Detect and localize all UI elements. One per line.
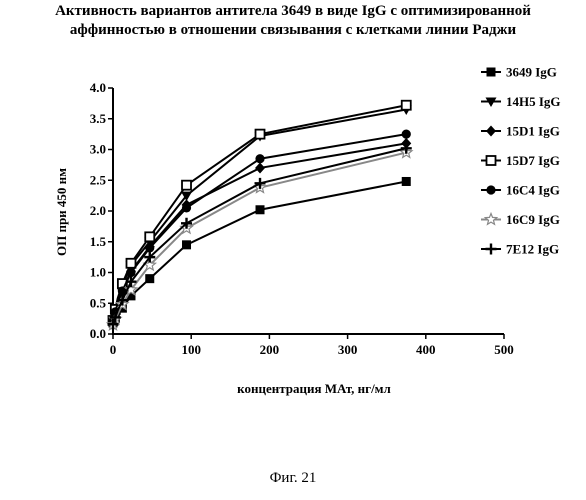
x-tick-label: 200 bbox=[260, 342, 280, 357]
legend-marker bbox=[486, 126, 496, 137]
legend-label: 15D7 IgG bbox=[506, 153, 560, 168]
y-tick-label: 1.5 bbox=[90, 234, 107, 249]
y-tick-label: 2.0 bbox=[90, 203, 106, 218]
data-point bbox=[255, 154, 264, 163]
data-point bbox=[402, 177, 411, 186]
x-axis-label: концентрация МАт, нг/мл bbox=[237, 381, 391, 396]
data-point bbox=[256, 130, 265, 139]
data-point bbox=[182, 203, 191, 212]
data-point bbox=[255, 162, 265, 173]
legend-marker bbox=[485, 214, 496, 225]
y-tick-label: 1.0 bbox=[90, 265, 106, 280]
legend-marker bbox=[486, 185, 495, 194]
x-tick-label: 300 bbox=[338, 342, 358, 357]
y-tick-label: 3.0 bbox=[90, 142, 106, 157]
y-tick-label: 0.5 bbox=[90, 295, 107, 310]
legend-marker bbox=[487, 156, 496, 165]
x-tick-label: 500 bbox=[494, 342, 514, 357]
series-line bbox=[113, 181, 406, 322]
legend-item: 16C4 IgG bbox=[481, 183, 560, 198]
series-line bbox=[113, 148, 406, 324]
data-point bbox=[126, 259, 135, 268]
data-point bbox=[182, 240, 191, 249]
x-tick-label: 400 bbox=[416, 342, 436, 357]
legend-item: 3649 IgG bbox=[481, 65, 557, 80]
y-tick-label: 2.5 bbox=[90, 172, 107, 187]
y-tick-label: 3.5 bbox=[90, 111, 107, 126]
x-tick-label: 100 bbox=[181, 342, 201, 357]
line-chart: 0.0 0.5 1.0 1.5 2.0 2.5 3.0 3.5 4.0 0 100 200 300 400… bbox=[0, 0, 586, 460]
legend-item: 14H5 IgG bbox=[481, 94, 561, 109]
legend-marker bbox=[487, 68, 496, 77]
data-point bbox=[182, 181, 191, 190]
y-tick-label: 4.0 bbox=[90, 80, 106, 95]
data-point bbox=[402, 130, 411, 139]
data-point bbox=[256, 205, 265, 214]
data-point bbox=[145, 232, 154, 241]
data-point bbox=[126, 268, 135, 277]
y-tick-label: 0.0 bbox=[90, 326, 106, 341]
data-point bbox=[145, 243, 154, 252]
legend-label: 3649 IgG bbox=[506, 65, 557, 80]
x-tick-label: 0 bbox=[110, 342, 117, 357]
y-axis-label: ОП при 450 нм bbox=[54, 168, 69, 256]
legend-label: 16C9 IgG bbox=[506, 212, 560, 227]
legend-item: 16C9 IgG bbox=[481, 212, 560, 227]
data-point bbox=[402, 101, 411, 110]
legend-label: 15D1 IgG bbox=[506, 124, 560, 139]
legend-label: 16C4 IgG bbox=[506, 183, 560, 198]
legend-marker bbox=[486, 244, 497, 255]
figure-caption: Фиг. 21 bbox=[0, 470, 586, 487]
chart-series bbox=[107, 101, 412, 330]
legend-label: 7E12 IgG bbox=[506, 242, 559, 257]
legend-item: 7E12 IgG bbox=[481, 242, 559, 257]
legend-item: 15D7 IgG bbox=[481, 153, 560, 168]
legend-label: 14H5 IgG bbox=[506, 94, 561, 109]
data-point bbox=[145, 274, 154, 283]
chart-axes: 0.0 0.5 1.0 1.5 2.0 2.5 3.0 3.5 4.0 0 100 200 300 400… bbox=[90, 80, 514, 357]
legend-item: 15D1 IgG bbox=[481, 124, 560, 139]
chart-legend: 3649 IgG 14H5 IgG 15D1 IgG 15D7 IgG 16C4 IgG… bbox=[481, 65, 561, 257]
